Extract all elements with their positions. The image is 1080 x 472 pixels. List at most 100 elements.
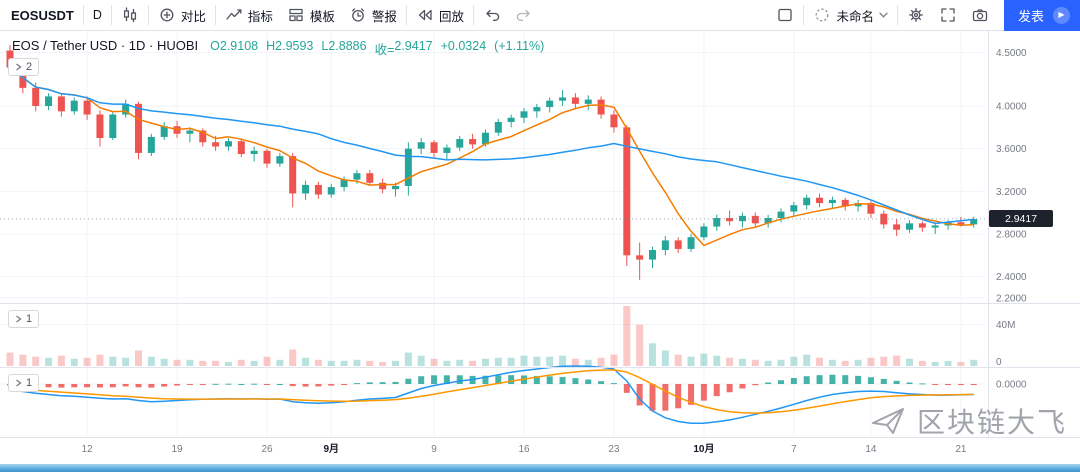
candle-body	[507, 117, 515, 122]
chevron-right-icon	[16, 315, 22, 323]
volume-bar	[597, 357, 605, 366]
gear-icon	[909, 8, 923, 22]
candle-body	[559, 97, 567, 101]
publish-button[interactable]: 发表 ▶	[1003, 0, 1080, 31]
macd-hist-bar	[495, 375, 502, 384]
layout-button[interactable]	[769, 0, 801, 30]
volume-bar	[777, 359, 785, 366]
macd-hist-bar	[443, 375, 450, 384]
macd-hist-bar	[623, 384, 630, 393]
chevron-down-icon	[879, 12, 888, 18]
indicators-icon	[226, 9, 242, 20]
volume-bar	[224, 361, 232, 366]
macd-hist-bar	[379, 382, 386, 384]
indicators-button[interactable]: 指标	[218, 0, 280, 30]
volume-bar	[533, 356, 541, 366]
macd-hist-bar	[700, 384, 707, 401]
volume-bar	[186, 359, 194, 366]
macd-hist-bar	[688, 384, 695, 405]
candle-body	[597, 99, 605, 115]
candle-body	[456, 139, 464, 148]
volume-bar	[636, 324, 644, 366]
candle-body	[867, 203, 875, 214]
candle-body	[45, 96, 53, 106]
candle-body	[302, 184, 310, 194]
time-axis-label: 21	[955, 444, 967, 455]
macd-hist-bar	[816, 375, 823, 384]
candle-body	[199, 130, 207, 143]
replay-button[interactable]: 回放	[409, 0, 471, 30]
volume-pane-badge-count: 1	[26, 313, 33, 325]
macd-hist-bar	[855, 375, 862, 384]
alerts-button[interactable]: 警报	[342, 0, 404, 30]
volume-bar	[867, 357, 875, 366]
volume-bar	[944, 360, 952, 366]
macd-hist-bar	[559, 376, 566, 384]
top-toolbar: EOSUSDT D 对比 指标 模板	[0, 0, 1080, 31]
candle-body	[546, 100, 554, 108]
settings-button[interactable]	[900, 0, 932, 30]
price-axis-label: 3.6000	[996, 144, 1027, 155]
volume-bar	[764, 360, 772, 366]
candle-body	[918, 223, 926, 228]
price-axis-label: 2.8000	[996, 229, 1027, 240]
symbol-button[interactable]: EOSUSDT	[4, 0, 81, 30]
chart-style-button[interactable]	[114, 0, 146, 30]
candle-body	[520, 111, 528, 118]
candle-body	[636, 255, 644, 260]
legend-title[interactable]: EOS / Tether USD · 1D · HUOBI	[12, 38, 199, 53]
macd-hist-bar	[906, 382, 913, 384]
time-axis-label: 16	[518, 444, 530, 455]
main-pane-badge-count: 2	[26, 61, 33, 73]
macd-hist-bar	[84, 384, 91, 388]
time-axis-label: 10月	[693, 443, 714, 455]
volume-bar	[687, 356, 695, 366]
publish-label: 发表	[1017, 8, 1044, 24]
macd-hist-bar	[726, 384, 733, 393]
candle-body	[828, 199, 836, 204]
fullscreen-button[interactable]	[932, 0, 964, 30]
candle-body	[147, 136, 155, 153]
volume-bar	[366, 360, 374, 366]
undo-button[interactable]	[476, 0, 508, 30]
volume-bar	[469, 360, 477, 366]
chart-canvas[interactable]: 4.5000 4.0000 3.6000 3.2000 2.8000 2.4000 2.20…	[0, 31, 1080, 464]
macd-hist-bar	[302, 384, 309, 387]
alarm-clock-icon	[351, 8, 364, 22]
volume-bar	[481, 358, 489, 366]
volume-bar	[45, 357, 53, 366]
ma-fast-line	[9, 67, 974, 247]
macd-pane-collapse-badge[interactable]: 1	[8, 374, 40, 392]
screenshot-button[interactable]	[964, 0, 996, 30]
macd-hist-bar	[752, 384, 759, 386]
macd-hist-bar	[174, 384, 181, 386]
layout-name-button[interactable]: 未命名	[806, 0, 895, 30]
candle-body	[366, 173, 374, 183]
volume-bar	[674, 354, 682, 366]
main-pane-collapse-badge[interactable]: 2	[8, 58, 40, 76]
macd-hist-bar	[238, 384, 245, 385]
compare-button[interactable]: 对比	[151, 0, 213, 30]
volume-bar	[520, 355, 528, 366]
candle-body	[854, 203, 862, 207]
macd-hist-bar	[765, 382, 772, 384]
volume-bar	[854, 359, 862, 366]
candle-body	[224, 141, 232, 147]
candle-body	[289, 156, 297, 194]
volume-bar	[70, 358, 78, 366]
chevron-right-icon	[16, 379, 22, 387]
interval-button[interactable]: D	[86, 0, 109, 30]
candle-body	[661, 240, 669, 250]
volume-bar	[649, 343, 656, 366]
volume-bar	[96, 354, 104, 366]
macd-hist-bar	[919, 383, 926, 385]
candle-body	[83, 100, 91, 115]
volume-bar	[404, 352, 412, 366]
volume-bar	[135, 350, 142, 366]
volume-pane-collapse-badge[interactable]: 1	[8, 310, 40, 328]
templates-button[interactable]: 模板	[280, 0, 342, 30]
macd-hist-bar	[610, 383, 617, 385]
redo-button[interactable]	[508, 0, 540, 30]
volume-bar	[237, 359, 245, 366]
